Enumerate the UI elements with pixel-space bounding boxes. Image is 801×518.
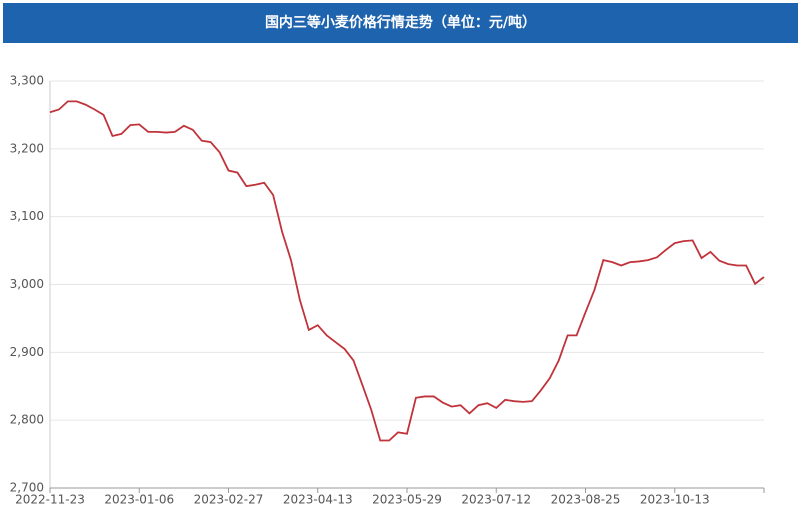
- y-tick-label: 3,000: [10, 277, 44, 291]
- x-tick-label: 2023-07-12: [461, 493, 531, 507]
- line: [49, 100, 765, 442]
- x-tick-label: 2023-05-29: [372, 493, 442, 507]
- y-tick-label: 2,900: [10, 345, 44, 359]
- x-tick-label: 2023-08-25: [551, 493, 621, 507]
- x-tick-label: 2022-11-23: [15, 493, 85, 507]
- x-tick-label: 2023-02-27: [194, 493, 264, 507]
- y-tick-label: 2,800: [10, 413, 44, 427]
- chart-title: 国内三等小麦价格行情走势（单位：元/吨）: [3, 3, 798, 43]
- y-tick-label: 3,100: [10, 209, 44, 223]
- x-tick-label: 2023-10-13: [640, 493, 710, 507]
- x-tick-label: 2023-04-13: [283, 493, 353, 507]
- x-tick-label: 2023-01-06: [104, 493, 174, 507]
- y-tick-label: 2,700: [10, 481, 44, 495]
- y-tick-label: 3,200: [10, 141, 44, 155]
- y-tick-label: 3,300: [10, 74, 44, 88]
